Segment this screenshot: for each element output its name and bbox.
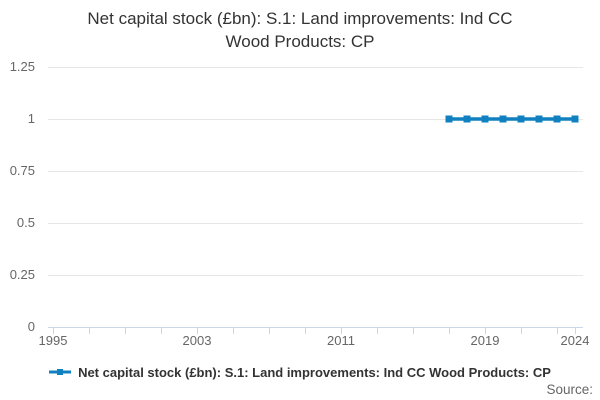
chart-title: Net capital stock (£bn): S.1: Land impro… bbox=[0, 7, 600, 53]
series-marker[interactable] bbox=[499, 115, 507, 123]
gridline bbox=[48, 223, 583, 224]
x-tick bbox=[89, 328, 90, 334]
x-tick bbox=[521, 328, 522, 334]
x-tick bbox=[449, 328, 450, 334]
series-marker[interactable] bbox=[481, 115, 489, 123]
series-marker[interactable] bbox=[535, 115, 543, 123]
x-tick bbox=[53, 328, 54, 334]
x-tick bbox=[125, 328, 126, 334]
x-tick-label: 2024 bbox=[560, 333, 590, 348]
legend-label: Net capital stock (£bn): S.1: Land impro… bbox=[78, 364, 551, 380]
x-tick-label: 1995 bbox=[38, 333, 68, 348]
x-axis-line bbox=[48, 327, 583, 328]
series-marker[interactable] bbox=[553, 115, 561, 123]
gridline bbox=[48, 119, 583, 120]
x-tick bbox=[305, 328, 306, 334]
y-tick-label: 0 bbox=[27, 319, 35, 334]
x-tick-label: 2011 bbox=[327, 333, 355, 348]
x-tick bbox=[485, 328, 486, 334]
y-tick-label: 1 bbox=[27, 111, 35, 126]
legend[interactable]: Net capital stock (£bn): S.1: Land impro… bbox=[0, 363, 600, 381]
x-tick bbox=[557, 328, 558, 334]
x-tick bbox=[341, 328, 342, 334]
x-tick-label: 2003 bbox=[182, 333, 212, 348]
x-tick bbox=[161, 328, 162, 334]
x-tick bbox=[233, 328, 234, 334]
chart-title-line-2: Wood Products: CP bbox=[225, 32, 375, 51]
x-tick bbox=[575, 328, 576, 334]
series-marker[interactable] bbox=[571, 115, 579, 123]
y-tick-label: 1.25 bbox=[9, 59, 35, 74]
series-marker[interactable] bbox=[517, 115, 525, 123]
series-marker[interactable] bbox=[463, 115, 471, 123]
x-tick bbox=[197, 328, 198, 334]
x-tick bbox=[413, 328, 414, 334]
x-tick-label: 2019 bbox=[470, 333, 500, 348]
legend-line-marker-icon bbox=[49, 369, 72, 375]
x-tick bbox=[269, 328, 270, 334]
chart-title-line-1: Net capital stock (£bn): S.1: Land impro… bbox=[87, 9, 513, 28]
gridline bbox=[48, 67, 583, 68]
y-tick-label: 0.5 bbox=[16, 215, 35, 230]
x-tick bbox=[377, 328, 378, 334]
source-label: Source: bbox=[546, 382, 593, 397]
y-tick-label: 0.25 bbox=[9, 267, 35, 282]
gridline bbox=[48, 275, 583, 276]
y-tick-label: 0.75 bbox=[9, 163, 35, 178]
gridline bbox=[48, 171, 583, 172]
series-marker[interactable] bbox=[445, 115, 453, 123]
